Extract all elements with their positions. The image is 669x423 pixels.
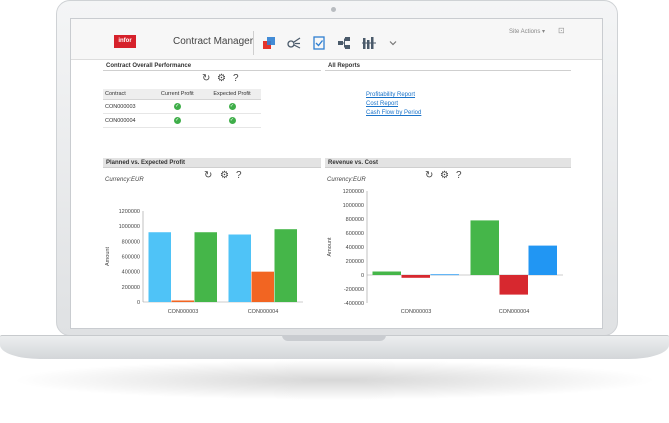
y-tick-label: 1000000 — [343, 203, 364, 209]
currency-label: Currency:EUR — [327, 177, 366, 183]
column-header-contract: Contract — [103, 89, 152, 100]
y-tick-label: 400000 — [122, 270, 140, 276]
report-link-cash-flow[interactable]: Cash Flow by Period — [366, 110, 422, 116]
bar — [528, 245, 557, 275]
toolbar-divider — [253, 31, 254, 55]
camera-dot — [331, 7, 336, 12]
top-bar: infor Contract Manager Site Actions ▾ — [71, 19, 602, 60]
y-axis-label: Amount — [327, 237, 333, 256]
check-icon: ✓ — [228, 103, 236, 110]
y-tick-label: 600000 — [346, 231, 364, 237]
bar — [148, 232, 171, 302]
app-title: Contract Manager — [173, 36, 254, 47]
tasks-check-icon[interactable] — [309, 33, 329, 53]
laptop-shadow — [10, 360, 659, 400]
app-screen: infor Contract Manager Site Actions ▾ — [70, 18, 603, 329]
y-tick-label: 1000000 — [119, 224, 140, 230]
y-axis-label: Amount — [105, 247, 111, 266]
report-link-cost[interactable]: Cost Report — [366, 101, 399, 107]
revenue-vs-cost-chart: Amount -400000 -200000 0 200000 400000 600000 8… — [327, 189, 563, 315]
y-tick-label: 1200000 — [343, 189, 364, 195]
check-icon: ✓ — [173, 103, 181, 110]
contract-id: CON000004 — [103, 113, 152, 128]
check-icon: ✓ — [228, 117, 236, 124]
workspace-icon[interactable] — [259, 33, 279, 53]
site-actions-menu[interactable]: Site Actions ▾ — [509, 29, 546, 35]
all-reports-header: All Reports — [325, 61, 571, 71]
table-row[interactable]: CON000004 ✓ ✓ — [103, 113, 261, 128]
y-tick-label: 0 — [361, 273, 364, 279]
bar — [372, 271, 401, 275]
contracts-table: Contract Current Profit Expected Profit … — [103, 89, 261, 128]
refresh-icon[interactable]: ↻ — [425, 170, 434, 181]
gear-icon[interactable]: ⚙ — [440, 170, 449, 181]
bar — [251, 271, 274, 302]
bar — [401, 275, 430, 278]
bar — [274, 229, 297, 302]
infor-logo: infor — [114, 35, 136, 48]
report-link-profitability[interactable]: Profitability Report — [366, 92, 416, 98]
help-icon[interactable]: ? — [236, 170, 242, 181]
help-icon[interactable]: ? — [456, 170, 462, 181]
refresh-icon[interactable]: ↻ — [204, 170, 213, 181]
planned-vs-expected-header: Planned vs. Expected Profit — [103, 158, 321, 168]
bar — [171, 300, 194, 302]
y-tick-label: 200000 — [122, 285, 140, 291]
gear-icon[interactable]: ⚙ — [217, 73, 226, 84]
x-tick-label: CON000003 — [168, 309, 199, 315]
laptop-notch — [282, 335, 386, 341]
bar — [194, 232, 217, 302]
window-close-icon[interactable]: ⊡ — [558, 26, 565, 35]
column-header-expected-profit: Expected Profit — [203, 89, 261, 100]
x-tick-label: CON000003 — [401, 309, 432, 315]
y-tick-label: -200000 — [344, 287, 364, 293]
y-tick-label: 800000 — [346, 217, 364, 223]
y-tick-label: 800000 — [122, 239, 140, 245]
bar — [499, 275, 528, 295]
y-tick-label: 600000 — [122, 255, 140, 261]
hierarchy-icon[interactable] — [334, 33, 354, 53]
bar — [470, 220, 499, 275]
process-icon[interactable] — [284, 33, 304, 53]
y-tick-label: 0 — [137, 300, 140, 306]
table-row[interactable]: CON000003 ✓ ✓ — [103, 99, 261, 114]
y-tick-label: -400000 — [344, 301, 364, 307]
bars-tool-icon[interactable] — [359, 33, 379, 53]
chevron-down-icon[interactable] — [383, 33, 403, 53]
bar — [228, 234, 251, 302]
y-tick-label: 200000 — [346, 259, 364, 265]
contract-id: CON000003 — [103, 99, 152, 114]
bar — [430, 274, 459, 276]
revenue-vs-cost-header: Revenue vs. Cost — [325, 158, 571, 168]
check-icon: ✓ — [173, 117, 181, 124]
x-tick-label: CON000004 — [248, 309, 279, 315]
currency-label: Currency:EUR — [105, 177, 144, 183]
contract-performance-header: Contract Overall Performance — [103, 61, 321, 71]
x-tick-label: CON000004 — [499, 309, 530, 315]
y-tick-label: 1200000 — [119, 209, 140, 215]
y-tick-label: 400000 — [346, 245, 364, 251]
gear-icon[interactable]: ⚙ — [220, 170, 229, 181]
planned-vs-expected-chart: Amount 0 200000 400000 600000 800000 1000000 12… — [105, 209, 303, 315]
column-header-current-profit: Current Profit — [151, 89, 204, 100]
refresh-icon[interactable]: ↻ — [202, 73, 211, 84]
help-icon[interactable]: ? — [233, 73, 239, 84]
